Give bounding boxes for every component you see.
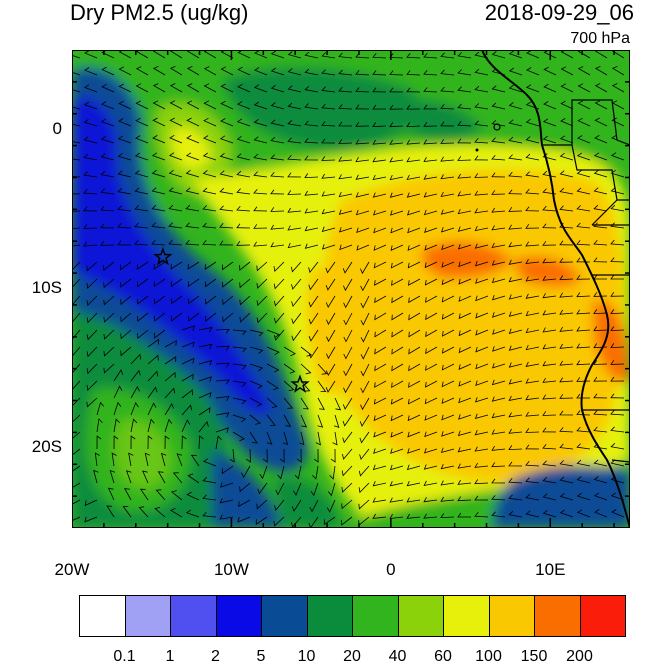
concentration-field xyxy=(72,50,630,528)
map-panel xyxy=(71,49,631,529)
colorbar-cell xyxy=(215,595,262,637)
country-borders xyxy=(542,99,630,463)
colorbar-label: 20 xyxy=(343,648,361,665)
colorbar-label: 0.1 xyxy=(113,648,136,665)
wind-barbs xyxy=(72,50,625,528)
colorbar-label: 100 xyxy=(475,648,502,665)
pressure-level-label: 700 hPa xyxy=(570,30,630,47)
y-tick-label: 20S xyxy=(31,437,62,457)
colorbar-cell xyxy=(397,595,444,637)
colorbar-label: 60 xyxy=(434,648,452,665)
x-tick-label: 0 xyxy=(386,560,396,579)
axis-ticks xyxy=(71,49,630,529)
colorbar-cell xyxy=(443,595,490,637)
colorbar-label: 2 xyxy=(211,648,220,665)
pm25-map xyxy=(71,49,631,529)
colorbar-cell xyxy=(488,595,535,637)
colorbar-cell xyxy=(124,595,171,637)
colorbar-cell xyxy=(534,595,581,637)
colorbar-cell xyxy=(261,595,308,637)
datetime-label: 2018-09-29_06 xyxy=(484,0,634,25)
colorbar-label: 5 xyxy=(256,648,266,665)
star-marker xyxy=(153,246,173,266)
island xyxy=(475,148,479,152)
colorbar-label: 1 xyxy=(165,648,175,665)
coastline xyxy=(481,50,630,528)
y-tick-label: 10S xyxy=(31,278,62,297)
colorbar-label: 40 xyxy=(388,648,407,665)
star-marker xyxy=(290,374,310,393)
colorbar-cell xyxy=(306,595,353,637)
colorbar xyxy=(79,595,626,637)
map-title: Dry PM2.5 (ug/kg) xyxy=(70,0,249,25)
x-tick-label: 20W xyxy=(54,560,90,579)
x-tick-label: 10E xyxy=(535,560,566,579)
colorbar-cell xyxy=(79,595,126,637)
marker-layer xyxy=(153,246,310,393)
colorbar-cell xyxy=(579,595,626,637)
colorbar-cell xyxy=(170,595,217,637)
colorbar-label: 150 xyxy=(520,648,548,665)
colorbar-cell xyxy=(352,595,399,637)
colorbar-label: 200 xyxy=(566,648,593,665)
x-tick-label: 10W xyxy=(213,560,249,579)
island xyxy=(493,123,501,131)
colorbar-label: 10 xyxy=(297,648,316,665)
y-tick-label: 0 xyxy=(52,118,62,138)
